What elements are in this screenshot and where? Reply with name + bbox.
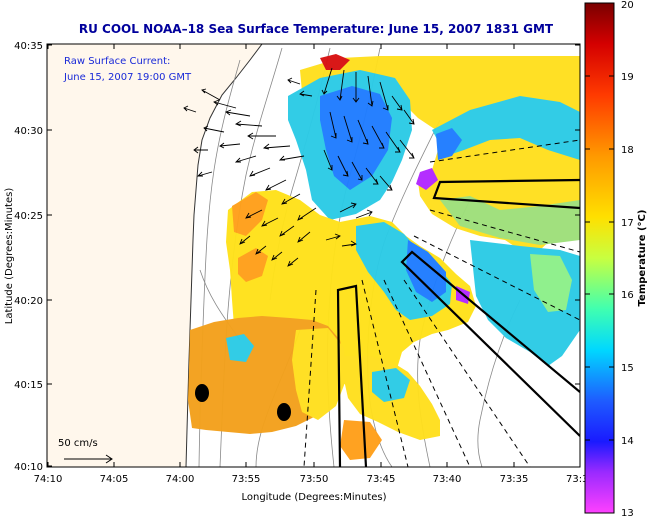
colorbar-tick-label: 20 xyxy=(621,0,634,11)
y-tick-label: 40:25 xyxy=(14,211,43,222)
y-tick-label: 40:35 xyxy=(14,41,43,52)
coverage-boundaries xyxy=(336,178,580,467)
land-mass xyxy=(47,44,263,467)
x-tick-label: 74:05 xyxy=(100,474,129,485)
scale-label: 50 cm/s xyxy=(58,438,98,449)
colorbar-tick-label: 15 xyxy=(621,363,634,374)
figure-title: RU COOL NOAA–18 Sea Surface Temperature:… xyxy=(79,22,554,36)
colorbar-tick-label: 16 xyxy=(621,290,634,301)
colorbar: 20 19 18 17 16 15 14 13 Temperature (°C) xyxy=(584,0,648,518)
current-annotation-line2: June 15, 2007 19:00 GMT xyxy=(63,72,192,83)
y-axis-label: Latitude (Degrees:Minutes) xyxy=(4,188,15,325)
x-tick-label: 73:55 xyxy=(232,474,261,485)
x-tick-label: 73:40 xyxy=(433,474,462,485)
radar-site-marker-1 xyxy=(195,384,209,402)
x-tick-label: 73:45 xyxy=(367,474,396,485)
colorbar-tick-label: 14 xyxy=(621,436,634,447)
x-tick-label: 74:10 xyxy=(34,474,63,485)
radar-dashed-lines xyxy=(303,139,580,467)
x-tick-label: 74:00 xyxy=(166,474,195,485)
x-axis-label: Longitude (Degrees:Minutes) xyxy=(241,492,386,503)
colorbar-tick-label: 13 xyxy=(621,508,634,518)
x-tick-label: 73:50 xyxy=(300,474,329,485)
current-vectors xyxy=(183,67,415,267)
scale-arrow xyxy=(64,454,113,464)
x-tick-label: 73:35 xyxy=(500,474,529,485)
colorbar-tick-label: 18 xyxy=(621,145,634,156)
x-tick-label: 73:3 xyxy=(566,474,588,485)
radar-site-marker-2 xyxy=(277,403,291,421)
colorbar-tick-label: 19 xyxy=(621,72,634,83)
y-tick-label: 40:10 xyxy=(14,462,43,473)
y-tick-label: 40:30 xyxy=(14,126,43,137)
y-tick-label: 40:20 xyxy=(14,296,43,307)
colorbar-label: Temperature (°C) xyxy=(637,210,648,307)
y-tick-label: 40:15 xyxy=(14,380,43,391)
colorbar-gradient xyxy=(584,2,615,514)
current-annotation-line1: Raw Surface Current: xyxy=(64,56,170,67)
x-axis: 74:10 74:05 74:00 73:55 73:50 73:45 73:4… xyxy=(34,44,588,503)
y-axis: 40:35 40:30 40:25 40:20 40:15 40:10 Lati… xyxy=(4,41,580,473)
map-area: Raw Surface Current: June 15, 2007 19:00… xyxy=(47,44,580,467)
colorbar-tick-label: 17 xyxy=(621,218,634,229)
